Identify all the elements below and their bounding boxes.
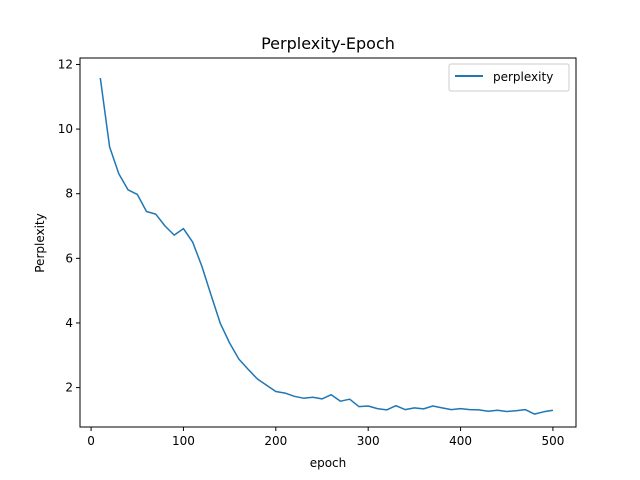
y-tick-label: 10 [58, 122, 73, 136]
legend: perplexity [448, 63, 570, 92]
legend-label-perplexity: perplexity [493, 70, 553, 84]
y-tick-label: 12 [58, 57, 73, 71]
y-tick-label: 2 [65, 381, 73, 395]
x-axis-label: epoch [310, 456, 347, 470]
y-axis: 2 4 6 8 10 12 [58, 57, 80, 395]
axes-frame [79, 57, 577, 428]
plot-area [99, 77, 554, 415]
x-tick-label: 500 [541, 434, 564, 448]
chart-title: Perplexity-Epoch [261, 34, 395, 53]
x-tick-label: 0 [87, 434, 95, 448]
y-axis-label: Perplexity [33, 213, 47, 273]
series-line-perplexity [99, 77, 554, 415]
y-tick-label: 6 [65, 251, 73, 265]
x-tick-label: 100 [172, 434, 195, 448]
legend-box [448, 63, 570, 92]
y-tick-label: 4 [65, 316, 73, 330]
x-tick-label: 200 [264, 434, 287, 448]
x-axis: 0 100 200 300 400 500 [87, 427, 564, 448]
y-tick-label: 8 [65, 187, 73, 201]
x-tick-label: 400 [449, 434, 472, 448]
x-tick-label: 300 [357, 434, 380, 448]
